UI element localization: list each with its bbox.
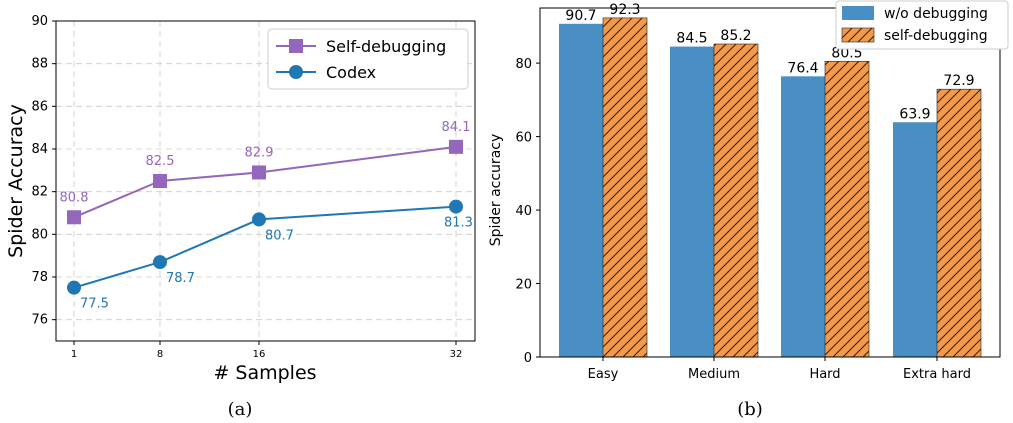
data-point (252, 165, 266, 180)
bar-value-label: 92.3 (609, 2, 640, 18)
x-tick-label: Extra hard (903, 367, 971, 382)
legend: w/o debugging self-debugging (835, 0, 1009, 50)
data-label: 80.8 (60, 190, 89, 205)
data-point (67, 280, 81, 295)
y-axis-ticks: 0 20 40 60 80 (515, 57, 540, 366)
bar-self-debugging (713, 43, 759, 358)
legend-label: w/o debugging (884, 6, 988, 22)
legend-swatch (842, 6, 874, 20)
legend: Self-debugging Codex (267, 28, 469, 90)
legend-circle-marker (289, 65, 303, 79)
data-label: 77.5 (80, 297, 109, 312)
x-tick-label: 32 (450, 349, 463, 360)
caption-a: (a) (228, 399, 253, 420)
x-tick-label: Easy (588, 367, 619, 382)
y-tick-label: 86 (31, 99, 48, 114)
bar-value-label: 84.5 (676, 31, 707, 47)
bar-self-debugging (824, 60, 870, 358)
plot-frame (539, 7, 1001, 358)
y-tick-label: 80 (31, 227, 48, 242)
y-tick-label: 80 (515, 57, 532, 72)
series-line-codex (73, 205, 457, 289)
data-point (153, 174, 167, 188)
data-label: 81.3 (444, 216, 473, 231)
x-tick-label: 8 (157, 349, 163, 360)
bar-w-o-debugging (670, 46, 714, 358)
data-point (252, 212, 266, 227)
data-label: 80.7 (265, 228, 294, 243)
y-axis-title: Spider Accuracy (5, 104, 27, 258)
plot-frame (55, 20, 476, 342)
y-tick-label: 84 (31, 142, 48, 157)
y-tick-label: 78 (31, 270, 48, 285)
data-label: 78.7 (166, 271, 195, 286)
y-tick-label: 90 (31, 14, 48, 29)
y-tick-label: 40 (515, 204, 532, 219)
data-point (67, 210, 81, 225)
bar-value-label: 90.7 (565, 8, 596, 24)
x-tick-label: 16 (253, 349, 266, 360)
bar-w-o-debugging (781, 76, 825, 357)
legend-label: Self-debugging (326, 37, 446, 56)
y-tick-label: 60 (515, 131, 532, 146)
y-axis-ticks: 76 78 80 82 84 86 88 90 (31, 14, 56, 328)
x-axis-ticks: 1 8 16 32 (71, 341, 463, 360)
caption-b: (b) (737, 399, 763, 420)
x-tick-label: Medium (688, 367, 740, 382)
data-labels: 80.8 82.5 82.9 84.1 77.5 78.7 80.7 81.3 (60, 120, 473, 312)
data-label: 82.9 (245, 145, 274, 160)
y-tick-label: 82 (31, 185, 48, 200)
series-line-self-debugging (73, 145, 457, 219)
y-tick-label: 76 (31, 313, 48, 328)
data-point (449, 199, 463, 214)
data-point (153, 255, 167, 270)
x-axis-title: # Samples (213, 362, 316, 384)
x-tick-label: Hard (809, 367, 840, 382)
bar-self-debugging (936, 88, 982, 358)
legend-label: Codex (326, 63, 376, 82)
y-axis-title: Spider accuracy (488, 134, 504, 247)
bar-self-debugging (602, 17, 648, 358)
legend-square-marker (289, 39, 303, 53)
y-tick-label: 0 (524, 351, 532, 366)
bar-value-label: 85.2 (720, 28, 751, 44)
data-label: 84.1 (442, 120, 471, 135)
data-label: 82.5 (146, 154, 175, 169)
legend-box (267, 28, 469, 90)
bar-value-label: 63.9 (899, 106, 930, 122)
bar-value-label: 76.4 (787, 60, 818, 76)
line-chart-panel: 76 78 80 82 84 86 88 90 1 8 16 32 80.8 82.5 82.9 84.1… (5, 14, 476, 420)
y-tick-label: 88 (31, 57, 48, 72)
x-axis-ticks: Easy Medium Hard Extra hard (588, 357, 971, 382)
bar-w-o-debugging (559, 23, 603, 357)
y-tick-label: 20 (515, 278, 532, 293)
bar-value-label: 72.9 (943, 73, 974, 89)
legend-swatch (841, 27, 875, 43)
line-series (67, 139, 463, 295)
data-point (449, 139, 463, 154)
x-tick-label: 1 (71, 349, 77, 360)
legend-box (835, 0, 1009, 50)
legend-label: self-debugging (884, 28, 988, 44)
bars (559, 17, 982, 358)
bar-w-o-debugging (893, 122, 937, 357)
